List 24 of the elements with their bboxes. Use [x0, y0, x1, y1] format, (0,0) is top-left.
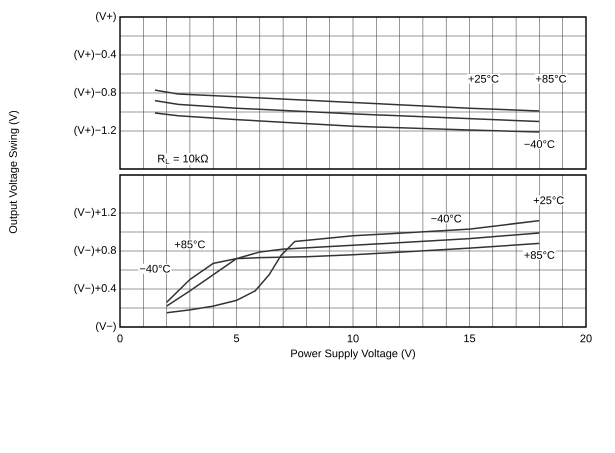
annotation: +25°C — [534, 196, 564, 204]
annotation: −40°C — [140, 264, 170, 273]
x-tick-label: 20 — [580, 334, 592, 342]
annotation: +85°C — [174, 240, 205, 248]
x-axis-title: Power Supply Voltage (V) — [291, 349, 415, 360]
x-tick-label: 15 — [464, 334, 476, 342]
y-tick-label: (V−)+1.2 — [74, 208, 116, 218]
y-tick-label: (V+)−0.4 — [74, 50, 116, 60]
annotation: −40°C — [431, 214, 462, 222]
y-tick-label: (V−)+0.8 — [74, 246, 116, 256]
y-tick-label: (V+) — [96, 12, 116, 22]
x-tick-label: 0 — [117, 334, 123, 342]
annotation: +85°C — [524, 251, 554, 259]
annotation: +25°C — [468, 74, 499, 83]
annotation: R$_{L}$ = 10kΩ — [158, 154, 208, 164]
annotation: −40°C — [524, 140, 554, 148]
y-tick-label: (V−) — [96, 322, 116, 332]
annotation: +85°C — [536, 74, 566, 83]
x-tick-label: 10 — [348, 334, 359, 342]
y-axis-title: Output Voltage Swing (V) — [8, 110, 20, 234]
y-tick-label: (V+)−0.8 — [74, 88, 116, 98]
y-tick-label: (V−)+0.4 — [74, 284, 116, 294]
y-tick-label: (V+)−1.2 — [74, 126, 116, 136]
x-tick-label: 5 — [234, 334, 240, 342]
